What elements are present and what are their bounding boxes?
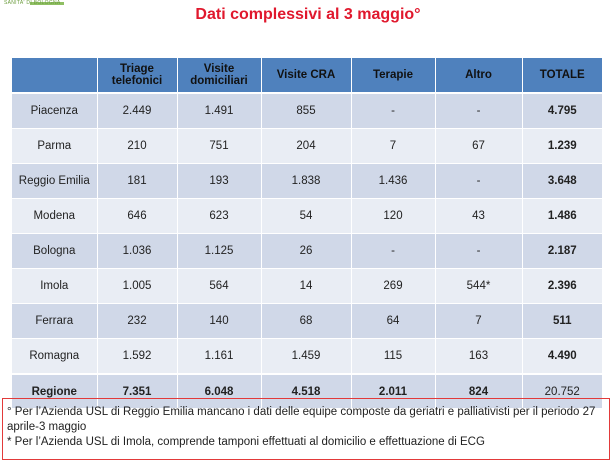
logo-text: SANITA' DI BOLOGNA bbox=[4, 0, 61, 6]
column-header: Terapie bbox=[351, 58, 436, 94]
table-cell: 7 bbox=[351, 128, 436, 164]
row-name: Modena bbox=[12, 198, 98, 234]
table-cell: 269 bbox=[351, 268, 436, 304]
table-cell: 1.491 bbox=[177, 93, 262, 129]
table-cell: 2.011 bbox=[351, 373, 436, 409]
table-cell: 14 bbox=[261, 268, 352, 304]
table-cell: 64 bbox=[351, 303, 436, 339]
table-cell: 824 bbox=[435, 373, 523, 409]
table-cell: 26 bbox=[261, 233, 352, 269]
table-row: Romagna 1.592 1.161 1.459 115 163 4.490 bbox=[12, 338, 602, 375]
note-imola: * Per l’Azienda USL di Imola, comprende … bbox=[7, 436, 485, 448]
table-cell: 1.436 bbox=[351, 163, 436, 199]
total-cell: 2.187 bbox=[522, 233, 602, 269]
table-cell: - bbox=[435, 93, 523, 129]
table-cell: 1.592 bbox=[97, 338, 178, 375]
page-title: Dati complessivi al 3 maggio° bbox=[195, 6, 421, 23]
table-cell: 544* bbox=[435, 268, 523, 304]
table-cell: 140 bbox=[177, 303, 262, 339]
table-cell: 7 bbox=[435, 303, 523, 339]
row-name: Piacenza bbox=[12, 93, 98, 129]
table-total-row: Regione 7.351 6.048 4.518 2.011 824 20.7… bbox=[12, 373, 602, 409]
table-cell: 210 bbox=[97, 128, 178, 164]
note-reggio-emilia: ° Per l’Azienda USL di Reggio Emilia man… bbox=[7, 406, 596, 433]
row-name: Imola bbox=[12, 268, 98, 304]
table-cell: 2.449 bbox=[97, 93, 178, 129]
column-header: Altro bbox=[435, 58, 523, 94]
table-cell: 1.161 bbox=[177, 338, 262, 375]
table-cell: 1.036 bbox=[97, 233, 178, 269]
total-cell: 1.239 bbox=[522, 128, 602, 164]
total-cell: 1.486 bbox=[522, 198, 602, 234]
total-cell: 20.752 bbox=[522, 373, 602, 409]
column-header: Visite domiciliari bbox=[177, 58, 262, 94]
table-cell: 204 bbox=[261, 128, 352, 164]
table-row: Ferrara 232 140 68 64 7 511 bbox=[12, 303, 602, 339]
notes-box: ° Per l’Azienda USL di Reggio Emilia man… bbox=[2, 398, 610, 460]
table-cell: 564 bbox=[177, 268, 262, 304]
table-row: Piacenza 2.449 1.491 855 - - 4.795 bbox=[12, 93, 602, 129]
table-cell: - bbox=[351, 93, 436, 129]
table-cell: 7.351 bbox=[97, 373, 178, 409]
table-cell: - bbox=[351, 233, 436, 269]
row-name: Parma bbox=[12, 128, 98, 164]
row-name: Reggio Emilia bbox=[12, 163, 98, 199]
table-row: Parma 210 751 204 7 67 1.239 bbox=[12, 128, 602, 164]
table-cell: 43 bbox=[435, 198, 523, 234]
table-cell: 1.459 bbox=[261, 338, 352, 375]
table-cell: 120 bbox=[351, 198, 436, 234]
row-name: Regione bbox=[12, 373, 98, 409]
table-cell: 193 bbox=[177, 163, 262, 199]
table-cell: 6.048 bbox=[177, 373, 262, 409]
column-header: TOTALE bbox=[522, 58, 602, 94]
table-row: Reggio Emilia 181 193 1.838 1.436 - 3.64… bbox=[12, 163, 602, 199]
logo: SANITA' DI BOLOGNA bbox=[4, 0, 61, 6]
table-cell: 1.125 bbox=[177, 233, 262, 269]
summary-table: Triage telefonici Visite domiciliari Vis… bbox=[12, 58, 602, 409]
column-header: Visite CRA bbox=[261, 58, 352, 94]
total-cell: 3.648 bbox=[522, 163, 602, 199]
table-cell: - bbox=[435, 233, 523, 269]
logo-bar bbox=[30, 2, 64, 5]
table-row: Bologna 1.036 1.125 26 - - 2.187 bbox=[12, 233, 602, 269]
table-cell: 67 bbox=[435, 128, 523, 164]
table-cell: 181 bbox=[97, 163, 178, 199]
table-cell: 68 bbox=[261, 303, 352, 339]
row-name: Romagna bbox=[12, 338, 98, 375]
column-header: Triage telefonici bbox=[97, 58, 178, 94]
table-cell: 1.005 bbox=[97, 268, 178, 304]
table-row: Modena 646 623 54 120 43 1.486 bbox=[12, 198, 602, 234]
row-name: Bologna bbox=[12, 233, 98, 269]
table-cell: 4.518 bbox=[261, 373, 352, 409]
table-cell: 232 bbox=[97, 303, 178, 339]
column-header bbox=[12, 58, 98, 94]
table-cell: 54 bbox=[261, 198, 352, 234]
total-cell: 4.795 bbox=[522, 93, 602, 129]
table-cell: 163 bbox=[435, 338, 523, 375]
table-cell: 115 bbox=[351, 338, 436, 375]
table-cell: 646 bbox=[97, 198, 178, 234]
table-row: Imola 1.005 564 14 269 544* 2.396 bbox=[12, 268, 602, 304]
table-cell: - bbox=[435, 163, 523, 199]
total-cell: 2.396 bbox=[522, 268, 602, 304]
total-cell: 511 bbox=[522, 303, 602, 339]
table-cell: 1.838 bbox=[261, 163, 352, 199]
table-cell: 751 bbox=[177, 128, 262, 164]
table-cell: 855 bbox=[261, 93, 352, 129]
total-cell: 4.490 bbox=[522, 338, 602, 375]
table-header-row: Triage telefonici Visite domiciliari Vis… bbox=[12, 58, 602, 94]
row-name: Ferrara bbox=[12, 303, 98, 339]
table-cell: 623 bbox=[177, 198, 262, 234]
